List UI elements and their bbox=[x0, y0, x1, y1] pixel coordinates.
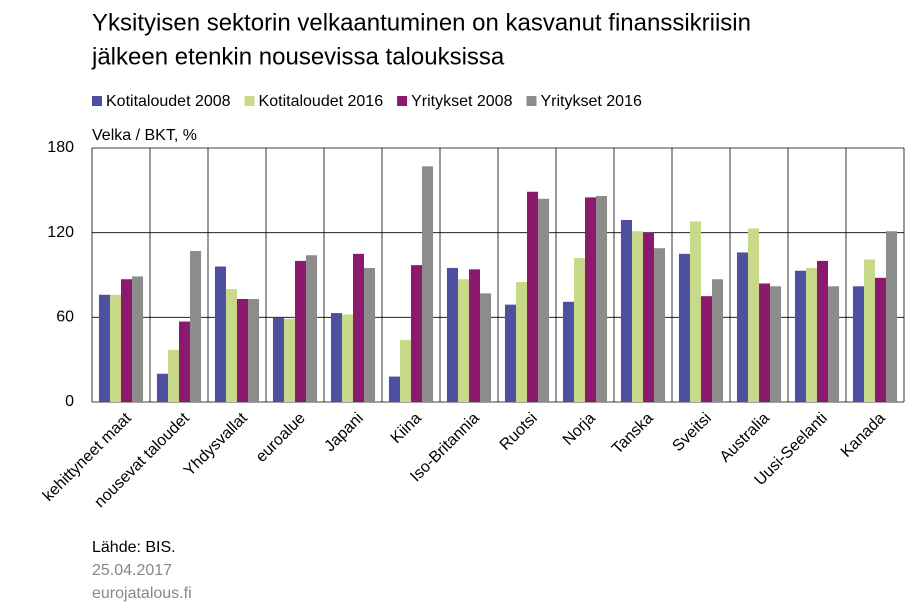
legend-label: Kotitaloudet 2008 bbox=[106, 93, 231, 110]
bar bbox=[411, 265, 423, 402]
bar bbox=[225, 289, 237, 402]
x-tick-label: Tanska bbox=[609, 410, 657, 458]
bar bbox=[156, 373, 168, 402]
bar bbox=[132, 276, 144, 402]
bar bbox=[689, 221, 701, 402]
bar bbox=[643, 232, 655, 402]
site: eurojatalous.fi bbox=[92, 585, 192, 602]
bar bbox=[620, 219, 632, 402]
bar bbox=[98, 294, 110, 402]
source: Lähde: BIS. bbox=[92, 539, 176, 556]
x-tick-label: Australia bbox=[717, 410, 773, 466]
bar bbox=[469, 269, 481, 402]
x-tick-label: Yhdysvallat bbox=[181, 409, 251, 479]
bar bbox=[364, 267, 376, 402]
bar bbox=[388, 376, 400, 402]
bar bbox=[863, 259, 875, 402]
x-tick-label: Japani bbox=[321, 410, 366, 455]
chart-title: Yksityisen sektorin velkaantuminen on ka… bbox=[92, 9, 751, 36]
bar bbox=[759, 283, 771, 402]
bar bbox=[341, 314, 353, 402]
bar bbox=[353, 253, 365, 402]
bar bbox=[562, 301, 574, 402]
bar bbox=[828, 286, 840, 402]
bar bbox=[109, 294, 121, 402]
bar bbox=[283, 318, 295, 402]
bar bbox=[515, 282, 527, 402]
bar bbox=[295, 260, 307, 402]
x-tick-label: Kanada bbox=[838, 410, 889, 461]
date: 25.04.2017 bbox=[92, 562, 172, 579]
legend-swatch bbox=[244, 96, 255, 106]
y-tick-label: 0 bbox=[65, 393, 74, 410]
legend-label: Yritykset 2008 bbox=[411, 93, 512, 110]
bar bbox=[573, 258, 585, 402]
bar bbox=[678, 253, 690, 402]
bar bbox=[179, 321, 191, 402]
x-tick-label: Sveitsi bbox=[669, 410, 714, 455]
bar bbox=[422, 166, 434, 402]
bar bbox=[457, 279, 469, 402]
bar bbox=[817, 260, 829, 402]
legend-swatch bbox=[92, 96, 102, 106]
bar bbox=[596, 195, 608, 402]
bar bbox=[875, 277, 887, 402]
bar bbox=[399, 339, 411, 402]
bar bbox=[747, 228, 759, 402]
x-tick-label: euroalue bbox=[253, 410, 309, 466]
bar bbox=[446, 267, 458, 402]
x-tick-label: Ruotsi bbox=[497, 410, 541, 454]
bar bbox=[480, 293, 492, 402]
bar bbox=[736, 252, 748, 402]
bar bbox=[712, 279, 724, 402]
bar bbox=[794, 270, 806, 402]
x-tick-label: Norja bbox=[560, 410, 599, 449]
bar bbox=[585, 197, 597, 402]
legend-label: Yritykset 2016 bbox=[540, 93, 641, 110]
bar bbox=[306, 255, 318, 402]
bar bbox=[654, 248, 666, 402]
legend-swatch bbox=[526, 96, 537, 106]
chart-title: jälkeen etenkin nousevissa talouksissa bbox=[91, 43, 505, 70]
bar bbox=[770, 286, 782, 402]
y-tick-label: 60 bbox=[56, 309, 74, 326]
bar bbox=[248, 298, 260, 402]
bar bbox=[167, 349, 179, 402]
legend-label: Kotitaloudet 2016 bbox=[259, 93, 384, 110]
bar bbox=[886, 231, 898, 402]
bar bbox=[631, 231, 643, 402]
bar bbox=[272, 317, 284, 402]
bar bbox=[504, 304, 516, 402]
bar bbox=[701, 296, 713, 402]
y-tick-label: 120 bbox=[47, 224, 74, 241]
bar bbox=[538, 198, 550, 402]
bar bbox=[852, 286, 864, 402]
bar bbox=[805, 267, 817, 402]
bar bbox=[190, 251, 202, 402]
bar bbox=[237, 298, 249, 402]
x-tick-label: Kiina bbox=[388, 410, 425, 447]
bar bbox=[121, 279, 133, 402]
legend-swatch bbox=[397, 96, 408, 106]
bar bbox=[330, 313, 342, 402]
bar bbox=[214, 266, 226, 402]
y-tick-label: 180 bbox=[47, 139, 74, 156]
bar bbox=[527, 191, 539, 402]
y-axis-label: Velka / BKT, % bbox=[92, 127, 197, 144]
